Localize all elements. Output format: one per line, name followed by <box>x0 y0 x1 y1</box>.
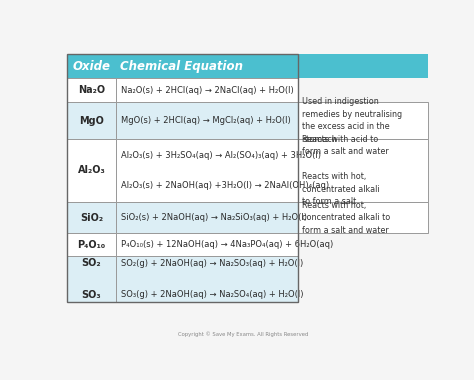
Bar <box>66 233 116 256</box>
Bar <box>116 78 298 102</box>
Text: SO₂

SO₃: SO₂ SO₃ <box>82 258 101 300</box>
Text: Al₂O₃(s) + 3H₂SO₄(aq) → Al₂(SO₄)₃(aq) + 3H₂O(l)

Al₂O₃(s) + 2NaOH(aq) +3H₂O(l) →: Al₂O₃(s) + 3H₂SO₄(aq) → Al₂(SO₄)₃(aq) + … <box>120 150 329 190</box>
Text: Na₂O(s) + 2HCl(aq) → 2NaCl(aq) + H₂O(l): Na₂O(s) + 2HCl(aq) → 2NaCl(aq) + H₂O(l) <box>120 86 293 95</box>
Text: Copyright © Save My Exams. All Rights Reserved: Copyright © Save My Exams. All Rights Re… <box>178 331 308 337</box>
Bar <box>298 54 428 78</box>
Text: Na₂O: Na₂O <box>78 86 105 95</box>
Text: P₄O₁₀(s) + 12NaOH(aq) → 4Na₃PO₄(aq) + 6H₂O(aq): P₄O₁₀(s) + 12NaOH(aq) → 4Na₃PO₄(aq) + 6H… <box>120 241 333 249</box>
Bar <box>66 202 116 233</box>
Bar <box>66 54 298 78</box>
Text: Reacts with hot,
concentrated alkali to
form a salt and water: Reacts with hot, concentrated alkali to … <box>302 201 391 234</box>
Bar <box>66 54 298 302</box>
Text: MgO: MgO <box>79 116 104 126</box>
Bar <box>298 202 428 233</box>
Bar <box>116 202 298 233</box>
Text: Reacts with acid to
form a salt and water

Reacts with hot,
concentrated alkali
: Reacts with acid to form a salt and wate… <box>302 135 389 206</box>
Text: SiO₂(s) + 2NaOH(aq) → Na₂SiO₃(aq) + H₂O(l): SiO₂(s) + 2NaOH(aq) → Na₂SiO₃(aq) + H₂O(… <box>120 213 307 222</box>
Bar <box>66 139 116 202</box>
Text: Chemical Equation: Chemical Equation <box>120 60 243 73</box>
Text: SO₂(g) + 2NaOH(aq) → Na₂SO₃(aq) + H₂O(l)

SO₃(g) + 2NaOH(aq) → Na₂SO₄(aq) + H₂O(: SO₂(g) + 2NaOH(aq) → Na₂SO₃(aq) + H₂O(l)… <box>120 259 303 299</box>
Bar <box>66 78 116 102</box>
Text: P₄O₁₀: P₄O₁₀ <box>77 240 105 250</box>
Bar <box>116 139 298 202</box>
Bar <box>298 102 428 139</box>
Bar <box>66 256 116 302</box>
Bar <box>66 102 116 139</box>
Text: Al₂O₃: Al₂O₃ <box>78 165 105 176</box>
Text: Oxide: Oxide <box>73 60 110 73</box>
Bar <box>298 139 428 202</box>
Bar <box>116 102 298 139</box>
Text: Used in indigestion
remedies by neutralising
the excess acid in the
stomach: Used in indigestion remedies by neutrali… <box>302 97 402 144</box>
Bar <box>116 256 298 302</box>
Bar <box>116 233 298 256</box>
Text: MgO(s) + 2HCl(aq) → MgCl₂(aq) + H₂O(l): MgO(s) + 2HCl(aq) → MgCl₂(aq) + H₂O(l) <box>120 116 291 125</box>
Text: SiO₂: SiO₂ <box>80 213 103 223</box>
